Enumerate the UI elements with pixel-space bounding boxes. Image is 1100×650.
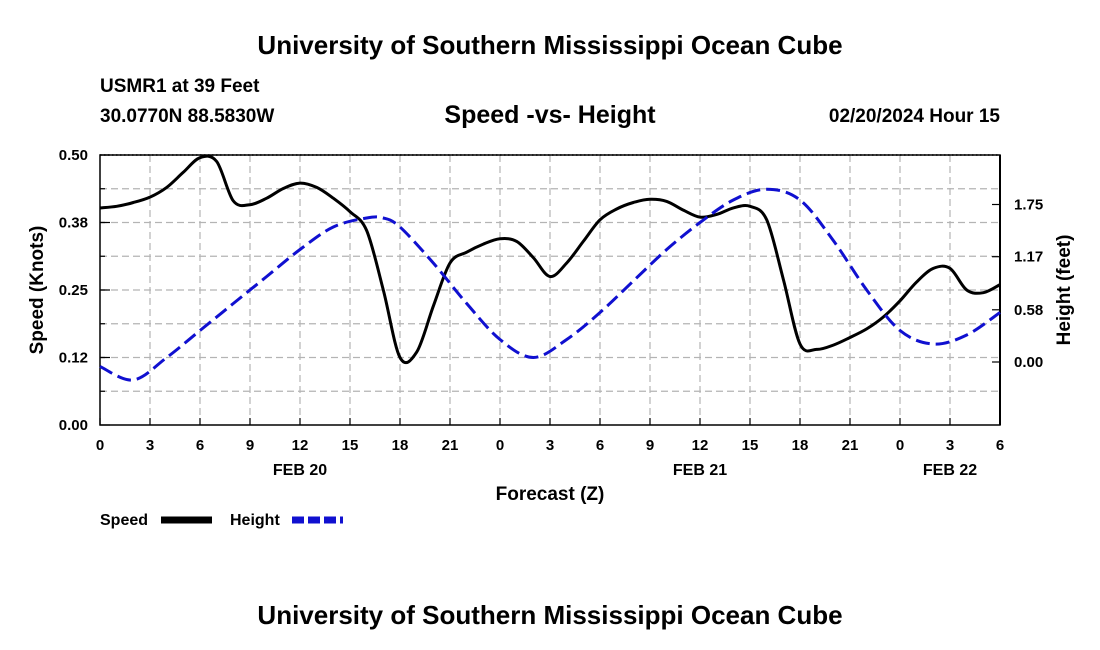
y-tick-label: 0.50 — [59, 147, 88, 164]
x-tick-label: 18 — [792, 437, 809, 454]
x-tick-label: 21 — [842, 437, 859, 454]
y2-axis-label: Height (feet) — [1054, 235, 1075, 346]
tick-labels: 0 3 6 9 12 15 18 21 0 3 6 9 12 15 18 21 0 3 6 FEB 20 FEB 21 F… — [59, 147, 1043, 479]
y-tick-label: 0.25 — [59, 282, 88, 299]
chart-subtitle: Speed -vs- Height — [444, 101, 656, 129]
x-tick-label: 12 — [692, 437, 709, 454]
x-tick-label: 0 — [96, 437, 104, 454]
coordinates-label: 30.0770N 88.5830W — [100, 106, 275, 127]
station-label: USMR1 at 39 Feet — [100, 76, 260, 97]
footer-title: University of Southern Mississippi Ocean… — [257, 600, 843, 630]
x-tick-label: 6 — [196, 437, 204, 454]
legend-label-speed: Speed — [100, 512, 148, 529]
x-tick-label: 21 — [442, 437, 459, 454]
x-tick-label: 12 — [292, 437, 309, 454]
date-label: FEB 21 — [673, 462, 727, 479]
y2-tick-label: 1.75 — [1014, 197, 1043, 214]
y-axis-label: Speed (Knots) — [27, 226, 48, 355]
series-line-height — [99, 187, 1001, 382]
x-tick-label: 18 — [392, 437, 409, 454]
date-label: FEB 20 — [273, 462, 327, 479]
legend-label-height: Height — [230, 512, 280, 529]
x-tick-label: 9 — [646, 437, 654, 454]
y-tick-label: 0.12 — [59, 350, 88, 367]
y2-tick-label: 0.00 — [1014, 354, 1043, 371]
x-tick-label: 0 — [896, 437, 904, 454]
series-layer — [99, 154, 1001, 382]
x-tick-label: 15 — [742, 437, 759, 454]
legend: Speed Height — [100, 512, 343, 529]
x-axis-label: Forecast (Z) — [496, 484, 605, 505]
axis-ticks — [99, 154, 1001, 426]
datetime-label: 02/20/2024 Hour 15 — [828, 106, 1000, 127]
y2-tick-label: 0.58 — [1014, 302, 1043, 319]
x-tick-label: 6 — [996, 437, 1004, 454]
y2-tick-label: 1.17 — [1014, 249, 1043, 266]
x-tick-label: 3 — [146, 437, 154, 454]
x-tick-label: 9 — [246, 437, 254, 454]
x-tick-label: 0 — [496, 437, 504, 454]
y-tick-label: 0.00 — [59, 417, 88, 434]
chart-title: University of Southern Mississippi Ocean… — [257, 30, 843, 60]
x-tick-label: 15 — [342, 437, 359, 454]
y-tick-label: 0.38 — [59, 215, 88, 232]
x-tick-label: 3 — [546, 437, 554, 454]
date-label: FEB 22 — [923, 462, 977, 479]
series-line-speed — [99, 154, 1001, 365]
x-tick-label: 6 — [596, 437, 604, 454]
x-tick-label: 3 — [946, 437, 954, 454]
